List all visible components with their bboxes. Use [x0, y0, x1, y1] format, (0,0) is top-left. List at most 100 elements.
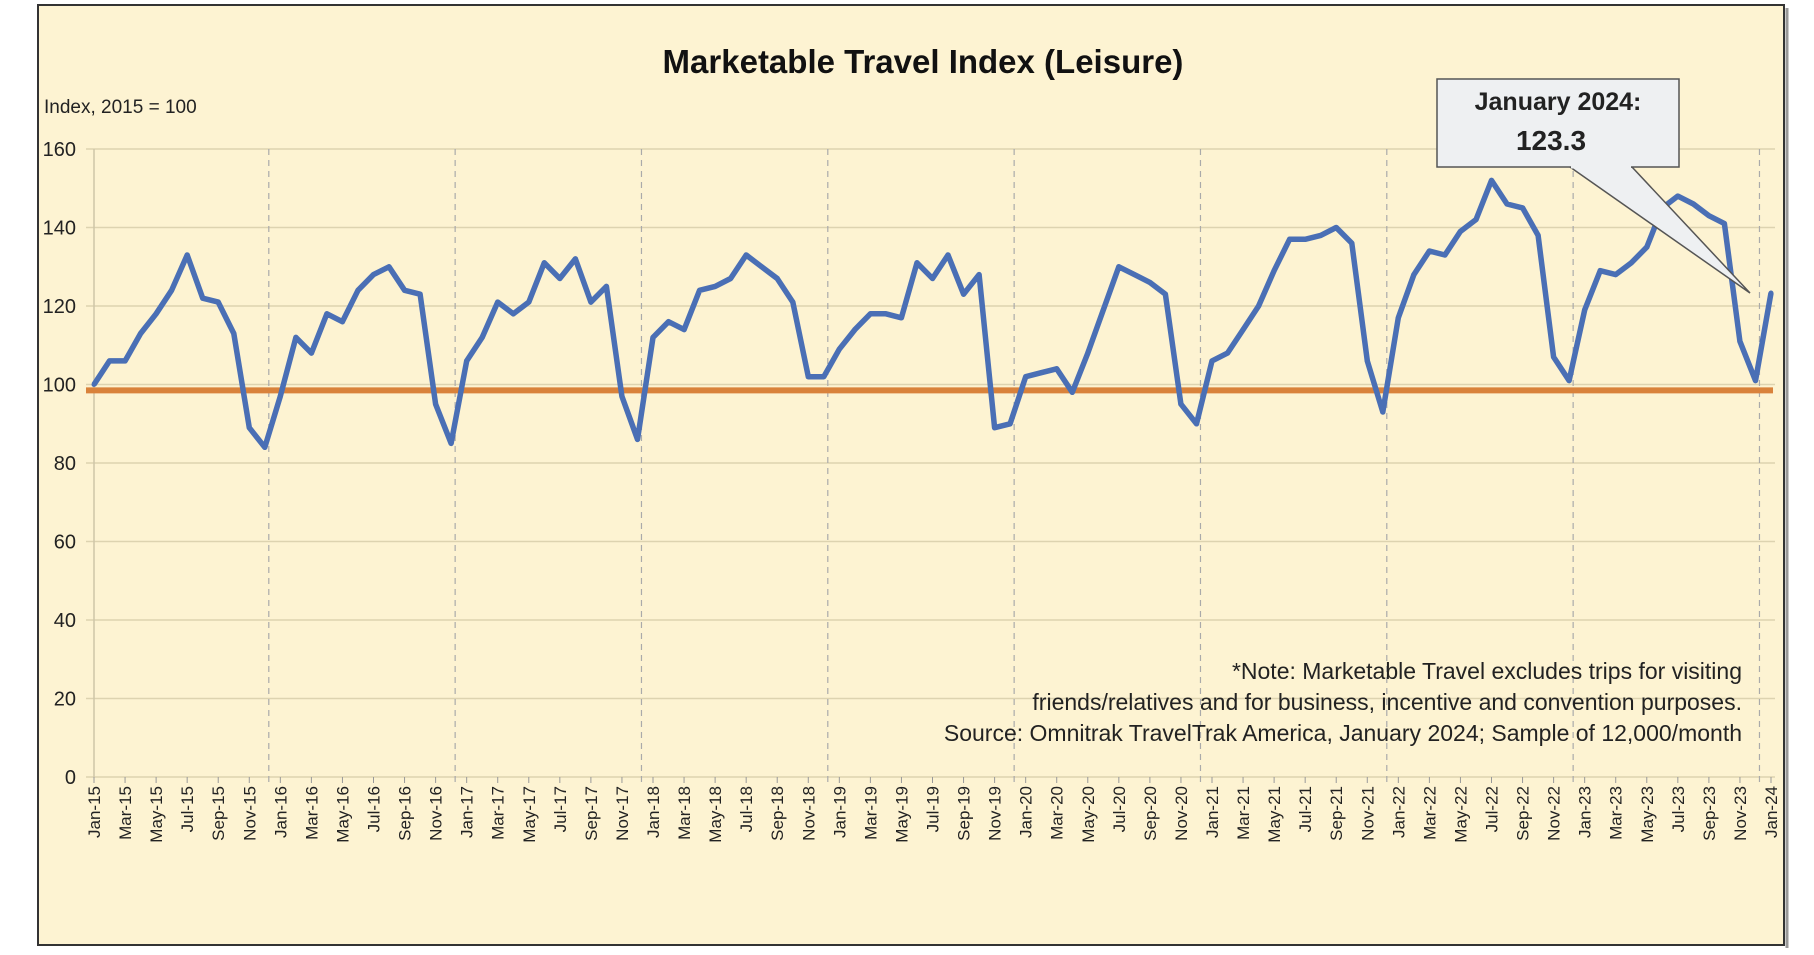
data-point-Jun-22	[1473, 217, 1479, 223]
x-tick-label: May-21	[1265, 786, 1284, 843]
x-tick-label: Sep-22	[1514, 786, 1533, 841]
data-point-Jan-17	[464, 358, 470, 364]
data-point-Sep-18	[774, 276, 780, 282]
data-point-Sep-17	[588, 299, 594, 305]
data-point-Nov-16	[433, 401, 439, 407]
data-point-Nov-18	[805, 374, 811, 380]
x-tick-label: Sep-16	[396, 786, 415, 841]
data-point-Aug-19	[945, 252, 951, 258]
data-point-Jan-18	[650, 334, 656, 340]
data-point-Nov-15	[246, 425, 252, 431]
data-point-May-21	[1271, 268, 1277, 274]
data-point-May-20	[1085, 350, 1091, 356]
data-point-Mar-16	[308, 350, 314, 356]
data-point-Apr-19	[883, 311, 889, 317]
data-point-Jan-15	[91, 382, 97, 387]
data-point-Jan-22	[1395, 315, 1401, 321]
data-point-Sep-20	[1147, 279, 1153, 285]
source-line: Source: Omnitrak TravelTrak America, Jan…	[944, 720, 1742, 746]
callout-line1: January 2024:	[1475, 88, 1642, 116]
data-point-Apr-15	[138, 330, 144, 336]
data-point-Jun-20	[1100, 307, 1106, 313]
data-point-Jan-23	[1582, 307, 1588, 313]
data-point-May-23	[1644, 244, 1650, 250]
x-tick-label: Nov-20	[1172, 786, 1191, 841]
data-point-Aug-18	[759, 264, 765, 270]
x-tick-label: Jan-17	[458, 786, 477, 838]
data-point-Jan-20	[1023, 374, 1029, 380]
y-tick-label: 40	[54, 610, 76, 632]
x-tick-label: Jan-20	[1017, 786, 1036, 838]
data-point-Feb-18	[666, 319, 672, 325]
x-tick-label: Mar-19	[861, 786, 880, 840]
data-point-Oct-20	[1162, 291, 1168, 297]
y-tick-label: 20	[54, 689, 76, 711]
data-point-Dec-18	[821, 374, 827, 380]
data-point-Oct-22	[1535, 232, 1541, 238]
x-tick-label: May-22	[1451, 786, 1470, 843]
data-point-Apr-22	[1442, 252, 1448, 258]
data-point-Mar-18	[681, 327, 687, 333]
data-point-Jul-15	[184, 252, 190, 258]
data-point-Apr-21	[1256, 303, 1262, 309]
data-point-Aug-16	[386, 264, 392, 270]
data-point-Dec-22	[1566, 378, 1572, 384]
data-point-Mar-20	[1054, 366, 1060, 372]
data-point-Jul-17	[557, 276, 563, 282]
data-point-Feb-20	[1038, 370, 1044, 376]
x-tick-label: May-16	[333, 786, 352, 843]
y-tick-label: 80	[54, 453, 76, 475]
x-tick-label: Nov-23	[1731, 786, 1750, 841]
data-point-Feb-19	[852, 327, 858, 333]
x-tick-label: Jul-17	[551, 786, 570, 832]
data-point-Aug-20	[1131, 272, 1137, 278]
x-tick-label: Mar-21	[1234, 786, 1253, 840]
data-point-Oct-17	[603, 283, 609, 289]
x-tick-label: May-20	[1079, 786, 1098, 843]
x-tick-label: Nov-21	[1358, 786, 1377, 841]
x-tick-label: Jul-22	[1483, 786, 1502, 832]
y-tick-label: 140	[43, 218, 76, 240]
x-tick-label: Jul-23	[1669, 786, 1688, 832]
data-point-Apr-17	[510, 311, 516, 317]
data-point-Feb-22	[1411, 272, 1417, 278]
y-tick-label: 60	[54, 532, 76, 554]
data-point-Dec-23	[1752, 378, 1758, 384]
y-tick-label: 120	[43, 296, 76, 318]
x-tick-label: Nov-15	[240, 786, 259, 841]
x-tick-label: Sep-20	[1141, 786, 1160, 841]
x-tick-label: Jul-16	[365, 786, 384, 832]
data-point-Dec-20	[1193, 421, 1199, 427]
data-point-Mar-15	[122, 358, 128, 364]
data-point-May-15	[153, 311, 159, 317]
data-point-Jun-17	[541, 260, 547, 266]
x-tick-label: Nov-16	[427, 786, 446, 841]
annotation-callout: January 2024: 123.3	[1436, 78, 1751, 294]
note-line-1: *Note: Marketable Travel excludes trips …	[1232, 658, 1742, 684]
data-point-Feb-21	[1225, 350, 1231, 356]
x-tick-label: Sep-21	[1327, 786, 1346, 841]
data-point-Oct-15	[231, 330, 237, 336]
data-point-Oct-21	[1349, 240, 1355, 246]
x-tick-label: May-18	[706, 786, 725, 843]
data-point-Feb-16	[293, 334, 299, 340]
data-point-Apr-23	[1628, 260, 1634, 266]
data-point-Aug-22	[1504, 201, 1510, 207]
x-tick-label: Mar-22	[1420, 786, 1439, 840]
data-point-Aug-23	[1690, 201, 1696, 207]
data-point-Dec-15	[262, 444, 268, 450]
data-point-May-19	[898, 315, 904, 321]
data-point-Oct-16	[417, 291, 423, 297]
data-point-Aug-15	[200, 295, 206, 301]
x-tick-label: Nov-22	[1545, 786, 1564, 841]
y-tick-label: 0	[65, 767, 76, 789]
data-point-Nov-20	[1178, 401, 1184, 407]
x-tick-label: Sep-18	[768, 786, 787, 841]
x-tick-label: Jul-15	[178, 786, 197, 832]
callout-line2: 123.3	[1516, 125, 1586, 156]
y-tick-label: 100	[43, 375, 76, 397]
x-tick-label: Nov-19	[986, 786, 1005, 841]
data-point-Jan-19	[836, 346, 842, 352]
data-point-Aug-21	[1318, 232, 1324, 238]
